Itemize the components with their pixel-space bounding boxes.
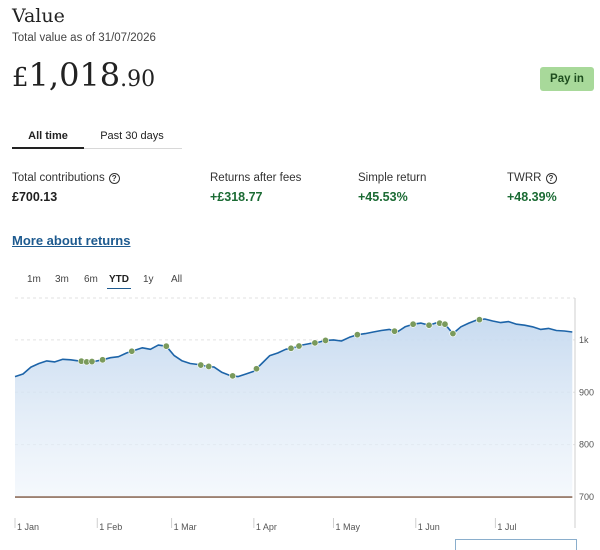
x-tick-label: 1 May — [335, 522, 360, 532]
currency-symbol: £ — [12, 63, 29, 93]
stat-twrr-label: TWRR? — [507, 172, 557, 184]
stat-returns-after-fees-value: +£318.77 — [210, 190, 263, 204]
stat-label-text: Total contributions — [12, 172, 105, 184]
range-1m[interactable]: 1m — [27, 274, 41, 285]
help-icon[interactable]: ? — [545, 173, 557, 184]
contribution-marker — [391, 327, 399, 335]
more-about-returns-link[interactable]: More about returns — [12, 233, 131, 248]
page-title: Value — [12, 5, 65, 27]
period-tabs: All time Past 30 days — [12, 126, 182, 149]
y-tick-label: 700 — [579, 492, 594, 502]
x-tick-label: 1 Feb — [99, 522, 122, 532]
contribution-marker — [205, 362, 213, 370]
chart-footer-box — [455, 539, 577, 550]
range-all[interactable]: All — [171, 274, 183, 285]
contribution-marker — [128, 347, 136, 355]
value-chart[interactable]: 1k 900 800 700 1 Jan 1 Feb 1 Mar 1 Apr 1 May 1 Ju… — [0, 290, 600, 544]
stat-total-contributions-label: Total contributions? — [12, 172, 120, 184]
contribution-marker — [322, 336, 330, 344]
stat-twrr-value: +48.39% — [507, 190, 557, 204]
stat-simple-return-value: +45.53% — [358, 190, 408, 204]
contribution-marker — [425, 321, 433, 329]
value-decimal: .90 — [120, 67, 156, 92]
range-ytd[interactable]: YTD — [107, 271, 131, 289]
range-6m[interactable]: 6m — [84, 274, 98, 285]
value-as-of-date: Total value as of 31/07/2026 — [12, 32, 156, 44]
contribution-marker — [229, 372, 237, 380]
stat-simple-return-label: Simple return — [358, 172, 427, 184]
y-tick-label: 800 — [579, 440, 594, 450]
value-integer: 1,018 — [28, 56, 121, 94]
value-area-fill — [15, 319, 573, 498]
contribution-marker — [295, 342, 303, 350]
stat-total-contributions-value: £700.13 — [12, 190, 58, 204]
contribution-marker — [99, 356, 107, 364]
contribution-marker — [409, 320, 417, 328]
x-tick-label: 1 Jul — [497, 522, 516, 532]
contribution-marker — [253, 365, 261, 373]
range-1y[interactable]: 1y — [143, 274, 154, 285]
help-icon[interactable]: ? — [108, 173, 120, 184]
contribution-marker — [441, 320, 449, 328]
pay-in-button[interactable]: Pay in — [540, 67, 594, 91]
y-tick-label: 1k — [579, 335, 589, 345]
range-3m[interactable]: 3m — [55, 274, 69, 285]
x-tick-label: 1 Apr — [256, 522, 277, 532]
y-tick-label: 900 — [579, 387, 594, 397]
contribution-marker — [475, 316, 483, 324]
x-tick-label: 1 Mar — [174, 522, 197, 532]
stat-returns-after-fees-label: Returns after fees — [210, 172, 302, 184]
contribution-marker — [353, 331, 361, 339]
contribution-marker — [88, 358, 96, 366]
x-tick-label: 1 Jan — [17, 522, 39, 532]
stat-label-text: TWRR — [507, 172, 542, 184]
total-value: £1,018.90 — [12, 56, 155, 94]
contribution-marker — [311, 339, 319, 347]
contribution-marker — [449, 330, 457, 338]
tab-past-30-days[interactable]: Past 30 days — [100, 130, 164, 142]
contribution-marker — [162, 342, 170, 350]
contribution-marker — [197, 361, 205, 369]
x-tick-label: 1 Jun — [418, 522, 440, 532]
contribution-marker — [287, 344, 295, 352]
tab-all-time[interactable]: All time — [12, 126, 84, 149]
